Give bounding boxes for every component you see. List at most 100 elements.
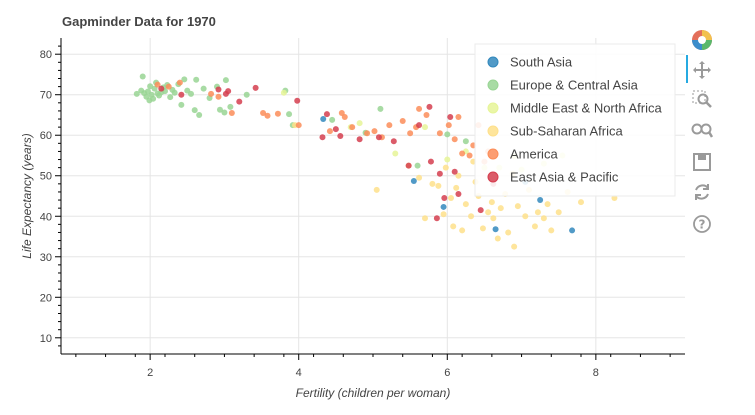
data-point xyxy=(488,199,495,206)
data-point xyxy=(492,226,499,233)
data-point xyxy=(466,152,473,159)
data-point xyxy=(286,111,293,118)
y-tick-label: 80 xyxy=(40,49,52,61)
data-point xyxy=(236,98,243,105)
svg-text:?: ? xyxy=(699,218,706,232)
data-point xyxy=(427,158,434,165)
data-point xyxy=(531,223,538,230)
x-tick-label: 8 xyxy=(593,367,599,379)
data-point xyxy=(147,83,154,90)
legend: South Asia Europe & Central Asia Middle Ea… xyxy=(474,43,676,197)
data-point xyxy=(459,227,466,234)
box-zoom-icon[interactable] xyxy=(690,88,714,112)
legend-label: Middle East & North Africa xyxy=(510,101,662,116)
data-point xyxy=(555,209,562,216)
data-point xyxy=(399,118,406,125)
data-point xyxy=(356,120,363,127)
y-tick-label: 60 xyxy=(40,130,52,142)
data-point xyxy=(410,178,417,185)
save-icon[interactable] xyxy=(690,150,714,174)
data-point xyxy=(371,128,378,135)
data-point xyxy=(228,109,235,116)
data-point xyxy=(522,213,529,220)
data-point xyxy=(181,76,188,83)
data-point xyxy=(252,84,259,91)
data-point xyxy=(441,195,448,202)
data-point xyxy=(215,93,222,100)
data-point xyxy=(442,164,449,171)
data-point xyxy=(392,150,399,157)
legend-label: Sub-Saharan Africa xyxy=(510,124,624,139)
data-point xyxy=(453,184,460,191)
data-point xyxy=(208,90,215,97)
data-point xyxy=(440,211,447,218)
data-point xyxy=(505,229,512,236)
data-point xyxy=(364,130,371,137)
legend-marker xyxy=(487,102,499,114)
ticks: 10 20 30 40 50 60 70 80 2 4 6 8 xyxy=(40,45,671,379)
data-point xyxy=(139,73,146,80)
data-point xyxy=(150,95,157,102)
data-point xyxy=(444,131,451,138)
pan-icon[interactable] xyxy=(690,58,714,82)
data-point xyxy=(329,116,336,123)
data-point xyxy=(462,138,469,145)
data-point xyxy=(178,91,185,98)
data-point xyxy=(264,112,271,119)
legend-marker xyxy=(487,125,499,137)
data-point xyxy=(280,89,287,96)
data-point xyxy=(158,85,165,92)
legend-label: South Asia xyxy=(510,55,573,70)
data-point xyxy=(405,162,412,169)
data-point xyxy=(191,107,198,114)
legend-marker xyxy=(487,148,499,160)
data-point xyxy=(319,134,326,141)
data-point xyxy=(477,207,484,214)
data-point xyxy=(337,133,344,140)
data-point xyxy=(407,130,414,137)
data-point xyxy=(440,203,447,210)
data-point xyxy=(332,126,339,133)
help-icon[interactable]: ? xyxy=(690,212,714,236)
y-tick-label: 50 xyxy=(40,171,52,183)
data-point xyxy=(435,182,442,189)
data-point xyxy=(537,197,544,204)
data-point xyxy=(479,225,486,232)
data-point xyxy=(534,209,541,216)
data-point xyxy=(178,101,185,108)
wheel-zoom-icon[interactable] xyxy=(690,118,714,142)
x-tick-label: 6 xyxy=(444,367,450,379)
active-tool-indicator xyxy=(686,55,688,83)
data-point xyxy=(243,91,250,98)
data-point xyxy=(497,205,504,212)
reset-icon[interactable] xyxy=(690,180,714,204)
x-axis-label: Fertility (children per woman) xyxy=(296,386,451,400)
x-tick-label: 2 xyxy=(147,367,153,379)
data-point xyxy=(433,215,440,222)
bokeh-logo-icon[interactable] xyxy=(690,28,714,52)
data-point xyxy=(341,114,348,120)
data-point xyxy=(225,88,232,95)
y-tick-label: 30 xyxy=(40,252,52,264)
chart-title: Gapminder Data for 1970 xyxy=(62,14,216,29)
data-point xyxy=(455,172,462,179)
legend-box xyxy=(474,43,676,197)
data-point xyxy=(429,180,436,187)
data-point xyxy=(455,190,462,197)
data-point xyxy=(227,103,234,110)
data-point xyxy=(386,122,393,129)
data-point xyxy=(356,136,363,143)
data-point xyxy=(423,111,430,118)
data-point xyxy=(320,116,327,123)
y-tick-label: 70 xyxy=(40,90,52,102)
data-point xyxy=(390,138,397,145)
data-point xyxy=(455,114,462,120)
data-point xyxy=(294,97,301,104)
data-point xyxy=(494,235,501,242)
data-point xyxy=(193,76,200,83)
legend-label: Europe & Central Asia xyxy=(510,78,639,93)
data-point xyxy=(133,90,140,97)
data-point xyxy=(451,136,458,143)
data-point xyxy=(373,186,380,193)
